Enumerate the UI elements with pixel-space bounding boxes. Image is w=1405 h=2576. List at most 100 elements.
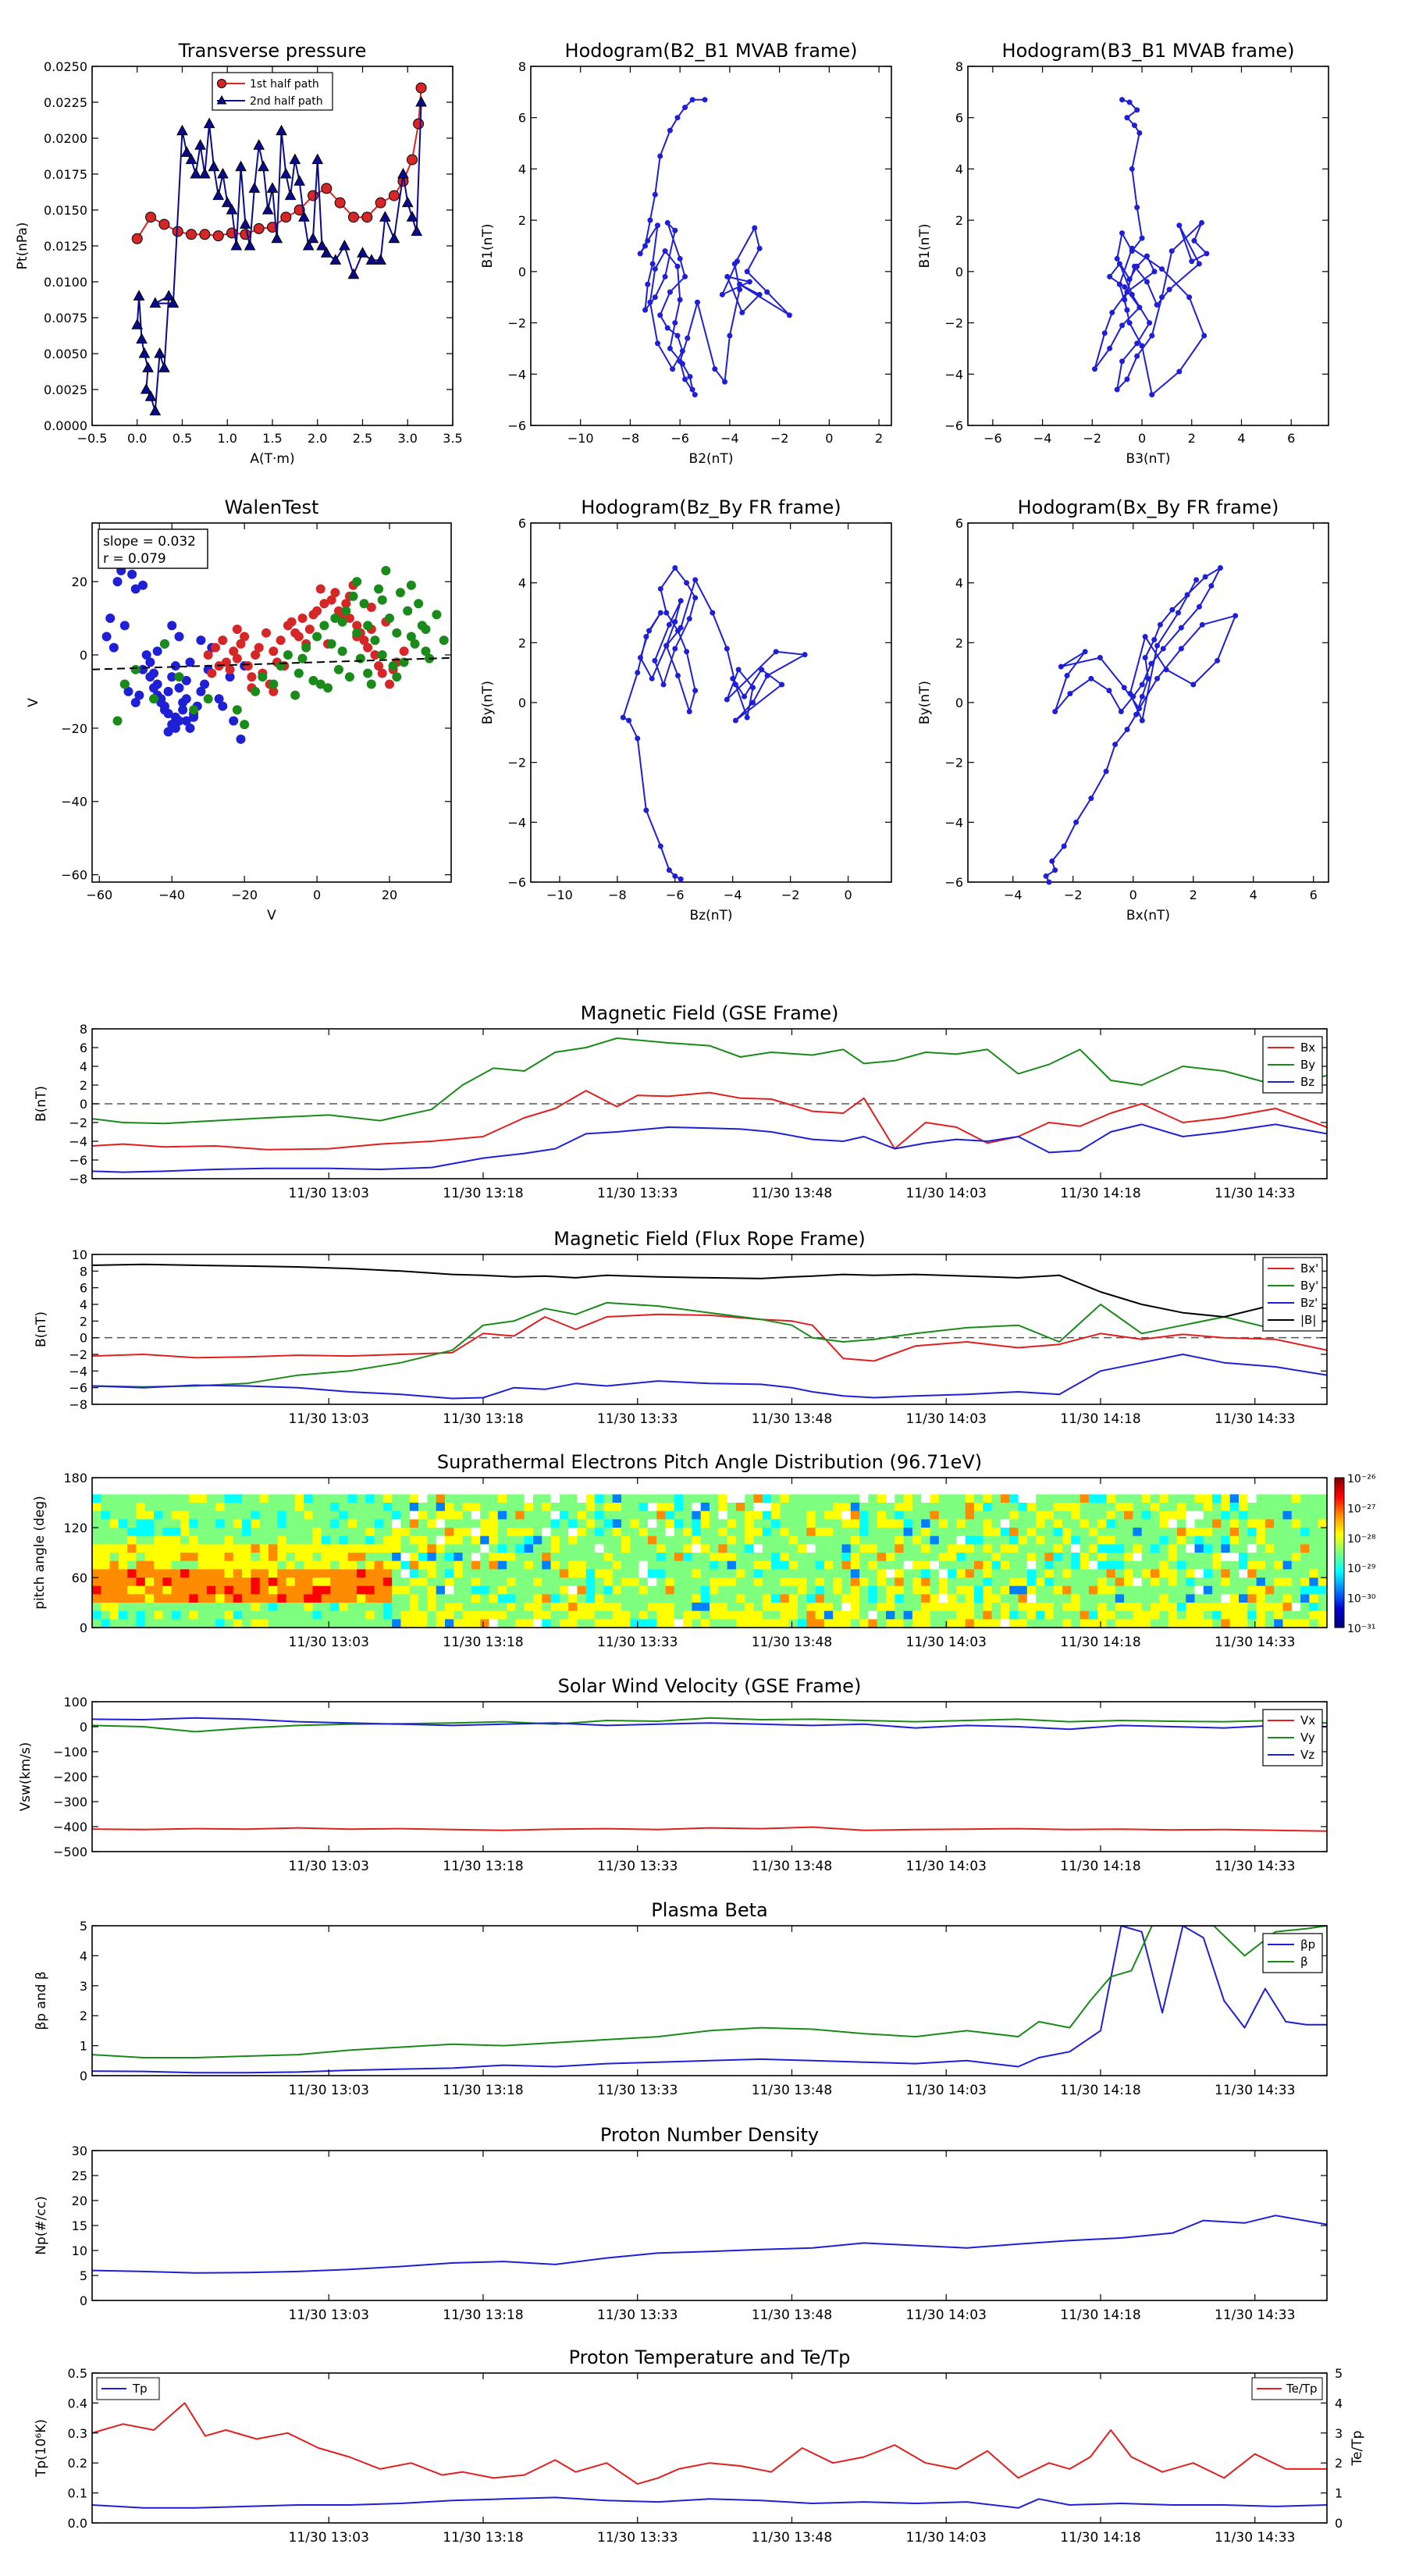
heatmap-cell xyxy=(507,1510,516,1520)
heatmap-cell xyxy=(1318,1528,1328,1537)
heatmap-cell xyxy=(788,1585,799,1595)
heatmap-cell xyxy=(656,1494,667,1503)
heatmap-cell xyxy=(392,1585,402,1595)
heatmap-cell xyxy=(1133,1585,1143,1595)
heatmap-cell xyxy=(735,1569,745,1578)
heatmap-cell xyxy=(841,1603,852,1612)
heatmap-cell xyxy=(197,1494,208,1503)
heatmap-cell xyxy=(1309,1610,1319,1620)
heatmap-cell xyxy=(1071,1553,1081,1562)
heatmap-cell xyxy=(630,1528,640,1537)
hodogram-point xyxy=(1191,237,1197,244)
heatmap-cell xyxy=(101,1519,111,1528)
heatmap-cell xyxy=(859,1535,869,1545)
heatmap-cell xyxy=(489,1535,499,1545)
heatmap-cell xyxy=(259,1535,269,1545)
heatmap-cell xyxy=(312,1585,322,1595)
heatmap-cell xyxy=(1264,1578,1275,1587)
heatmap-cell xyxy=(162,1528,173,1537)
walen-point xyxy=(218,635,228,646)
heatmap-cell xyxy=(788,1494,799,1503)
hodogram-point xyxy=(672,619,678,624)
heatmap-cell xyxy=(445,1610,454,1620)
heatmap-cell xyxy=(833,1560,843,1570)
heatmap-cell xyxy=(374,1603,384,1612)
heatmap-cell xyxy=(171,1594,181,1603)
heatmap-cell xyxy=(683,1578,692,1587)
heatmap-cell xyxy=(692,1535,702,1545)
heatmap-cell xyxy=(321,1603,331,1612)
heatmap-cell xyxy=(974,1560,984,1570)
heatmap-cell xyxy=(206,1560,216,1570)
heatmap-cell xyxy=(365,1519,375,1528)
heatmap-cells xyxy=(92,1494,1328,1628)
heatmap-cell xyxy=(683,1535,692,1545)
heatmap-cell xyxy=(656,1610,667,1620)
heatmap-cell xyxy=(895,1503,905,1512)
heatmap-cell xyxy=(638,1535,649,1545)
hodogram-point xyxy=(689,97,695,103)
plot-frame xyxy=(91,1477,1328,1628)
heatmap-cell xyxy=(533,1594,542,1603)
heatmap-cell xyxy=(382,1519,393,1528)
heatmap-cell xyxy=(462,1544,472,1553)
chart-title: Solar Wind Velocity (GSE Frame) xyxy=(558,1675,862,1697)
heatmap-cell xyxy=(136,1610,146,1620)
hodogram-point xyxy=(1121,685,1127,691)
heatmap-cell xyxy=(1291,1553,1301,1562)
heatmap-cell xyxy=(409,1503,419,1512)
heatmap-cell xyxy=(859,1528,869,1537)
heatmap-cell xyxy=(392,1578,402,1587)
heatmap-cell xyxy=(1300,1569,1310,1578)
heatmap-cell xyxy=(1053,1569,1063,1578)
heatmap-cell xyxy=(930,1494,940,1503)
walen-point xyxy=(323,683,333,693)
heatmap-cell xyxy=(462,1578,472,1587)
heatmap-cell xyxy=(1018,1560,1028,1570)
heatmap-cell xyxy=(630,1553,640,1562)
heatmap-cell xyxy=(524,1519,534,1528)
heatmap-cell xyxy=(921,1594,931,1603)
heatmap-cell xyxy=(480,1578,490,1587)
heatmap-cell xyxy=(1221,1594,1231,1603)
heatmap-cell xyxy=(674,1553,684,1562)
y-tick-label: −6 xyxy=(69,1381,87,1396)
x-tick-label: −2 xyxy=(770,431,789,446)
heatmap-cell xyxy=(550,1560,560,1570)
pressure-point-2nd xyxy=(279,167,292,179)
heatmap-cell xyxy=(118,1544,128,1553)
heatmap-cell xyxy=(304,1503,314,1512)
heatmap-cell xyxy=(339,1510,349,1520)
heatmap-cell xyxy=(1176,1503,1186,1512)
heatmap-cell xyxy=(710,1528,719,1537)
heatmap-cell xyxy=(1309,1519,1319,1528)
heatmap-cell xyxy=(877,1578,887,1587)
heatmap-cell xyxy=(1282,1594,1293,1603)
heatmap-cell xyxy=(1036,1578,1045,1587)
time-tick-label: 11/30 13:18 xyxy=(443,1411,523,1427)
heatmap-cell xyxy=(621,1528,631,1537)
hodogram-point xyxy=(710,610,716,616)
heatmap-cell xyxy=(674,1503,684,1512)
heatmap-cell xyxy=(710,1535,719,1545)
heatmap-cell xyxy=(771,1519,781,1528)
heatmap-cell xyxy=(400,1619,411,1628)
heatmap-cell xyxy=(1212,1503,1222,1512)
heatmap-cell xyxy=(1053,1560,1063,1570)
heatmap-cell xyxy=(1159,1569,1169,1578)
heatmap-cell xyxy=(912,1503,922,1512)
heatmap-cell xyxy=(286,1544,296,1553)
transverse-pressure-panel: Transverse pressure0.00000.00250.00500.0… xyxy=(15,40,463,467)
walen-point xyxy=(377,649,387,660)
heatmap-cell xyxy=(1264,1569,1275,1578)
heatmap-cell xyxy=(507,1503,516,1512)
heatmap-cell xyxy=(780,1594,790,1603)
pressure-point-1st xyxy=(361,212,373,223)
heatmap-cell xyxy=(533,1610,542,1620)
heatmap-cell xyxy=(930,1560,940,1570)
pressure-point-2nd xyxy=(131,318,144,329)
heatmap-cell xyxy=(542,1494,552,1503)
heatmap-cell xyxy=(180,1594,190,1603)
heatmap-cell xyxy=(585,1585,596,1595)
pressure-point-1st xyxy=(280,212,292,223)
